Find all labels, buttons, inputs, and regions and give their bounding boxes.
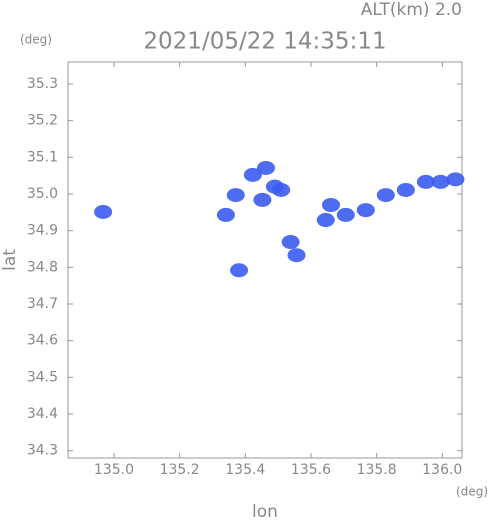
y-tick-label: 35.0: [27, 186, 58, 202]
echo: [356, 203, 375, 218]
altitude: ALT(km) 2.0: [361, 0, 462, 20]
echo: [253, 192, 272, 207]
y-tick-label: 35.2: [27, 113, 58, 129]
echo: [281, 235, 300, 250]
echo: [396, 182, 415, 197]
echo: [446, 172, 465, 187]
echo: [321, 198, 340, 212]
x-tick-label: 135.0: [94, 462, 134, 478]
echo: [230, 263, 249, 278]
echo: [265, 179, 284, 194]
y-tick-label: 35.1: [27, 149, 58, 165]
x-tick-label: 135.6: [291, 462, 331, 478]
echo: [316, 213, 335, 228]
x-tick-label: 135.2: [160, 462, 200, 478]
y-tick-label: 34.6: [27, 333, 58, 349]
x-tick-label: 136.0: [422, 462, 462, 478]
echo: [256, 160, 275, 175]
y-tick-label: 34.4: [27, 406, 58, 422]
y-tick-label: 34.5: [27, 369, 58, 385]
echo: [243, 167, 262, 182]
echo: [376, 188, 395, 203]
y-unit: (deg): [20, 33, 52, 47]
echo: [336, 207, 355, 222]
y-tick-label: 34.7: [27, 296, 58, 312]
echo: [226, 188, 245, 203]
y-tick-label: 34.8: [27, 259, 58, 275]
x-tick-label: 135.8: [357, 462, 397, 478]
echo: [94, 204, 113, 219]
echo: [416, 174, 435, 189]
y-tick-label: 34.3: [27, 443, 58, 459]
echo: [431, 174, 450, 189]
y-tick-label: 35.3: [27, 76, 58, 92]
y-tick-label: 34.9: [27, 223, 58, 239]
echo: [287, 248, 306, 263]
y-axis-label: lat: [0, 249, 20, 271]
x-unit: (deg): [456, 485, 488, 499]
chart-title: 2021/05/22 14:35:11: [143, 29, 386, 55]
plot-frame: [67, 61, 463, 459]
echo: [216, 207, 235, 222]
x-axis-label: lon: [252, 502, 278, 521]
x-tick-label: 135.4: [225, 462, 265, 478]
